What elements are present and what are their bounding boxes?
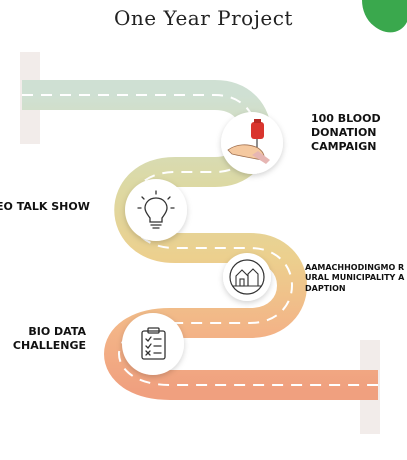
milestone-3-badge [223, 253, 271, 301]
page-title: One Year Project [114, 6, 293, 30]
clipboard-checklist-icon [141, 327, 166, 360]
milestone-2-badge [125, 179, 187, 241]
lightbulb-icon [137, 190, 175, 229]
milestone-1-label: 100 BLOOD DONATION CAMPAIGN [311, 112, 381, 153]
corner-leaf-shape [362, 0, 407, 33]
milestone-4-label: BIO DATA CHALLENGE [12, 325, 86, 352]
village-icon [233, 268, 261, 287]
milestone-4-badge [122, 313, 184, 375]
milestone-3-label: AAMACHHODINGMO RURAL MUNICIPALITY ADAPTI… [305, 263, 405, 293]
milestone-2-label: EO TALK SHOW [0, 200, 90, 213]
milestone-1-badge [221, 112, 283, 174]
blood-donation-icon [227, 119, 270, 164]
